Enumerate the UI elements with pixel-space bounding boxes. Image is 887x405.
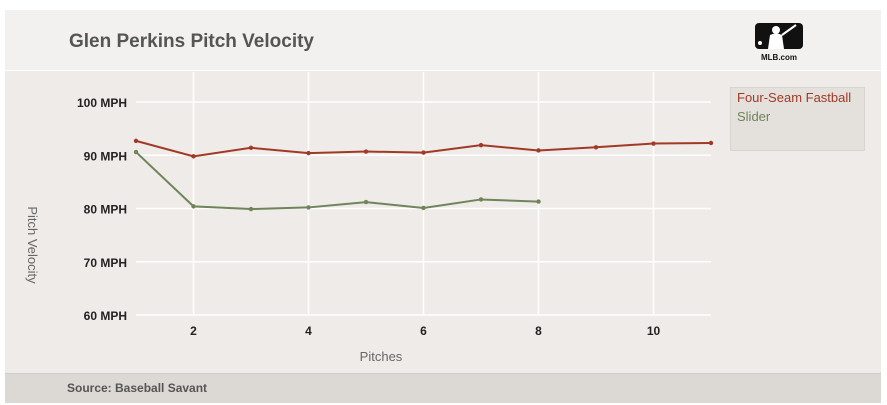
data-point	[421, 205, 426, 211]
data-point	[651, 141, 656, 146]
line-chart: 2 4 6 8 10 60 MPH 70 MPH 80 MPH 90 MPH 100 MPH Pit…	[25, 72, 714, 364]
data-point	[133, 149, 139, 155]
data-point	[191, 204, 196, 209]
y-tick-label: 100 MPH	[77, 96, 127, 110]
x-tick-label: 6	[420, 324, 427, 338]
y-axis-label: Pitch Velocity	[25, 206, 40, 284]
data-point	[536, 199, 541, 204]
chart-header: Glen Perkins Pitch Velocity MLB.com	[5, 10, 881, 71]
data-point	[593, 145, 599, 150]
data-point	[708, 140, 714, 146]
legend: Four-Seam Fastball Slider	[730, 87, 865, 151]
legend-item[interactable]: Four-Seam Fastball	[737, 90, 852, 105]
logo-text: MLB.com	[761, 53, 797, 62]
y-tick-label: 80 MPH	[84, 203, 127, 217]
data-point	[248, 145, 254, 150]
x-tick-label: 10	[647, 324, 661, 338]
data-point	[306, 205, 311, 210]
data-point	[363, 149, 369, 154]
chart-title: Glen Perkins Pitch Velocity	[69, 31, 314, 52]
y-tick-label: 60 MPH	[84, 309, 127, 323]
chart-container: Glen Perkins Pitch Velocity MLB.com 2 4 6 8…	[5, 10, 881, 403]
series-line-1	[135, 151, 539, 211]
y-tick-label: 90 MPH	[84, 149, 127, 163]
source-label: Source: Baseball Savant	[67, 381, 208, 395]
data-point	[421, 150, 426, 155]
chart-footer: Source: Baseball Savant	[5, 373, 881, 403]
x-axis-label: Pitches	[360, 349, 403, 364]
x-tick-label: 2	[190, 324, 197, 338]
x-tick-label: 8	[535, 324, 542, 338]
data-point	[536, 148, 541, 153]
y-tick-label: 70 MPH	[84, 256, 127, 270]
data-point	[133, 138, 139, 144]
legend-item[interactable]: Slider	[737, 109, 771, 124]
x-tick-label: 4	[305, 324, 312, 338]
data-point	[478, 197, 484, 202]
data-point	[363, 199, 369, 205]
data-point	[191, 154, 196, 159]
data-point	[478, 142, 484, 148]
data-point	[306, 150, 311, 156]
data-point	[248, 206, 254, 212]
mlb-logo: MLB.com	[755, 23, 803, 62]
